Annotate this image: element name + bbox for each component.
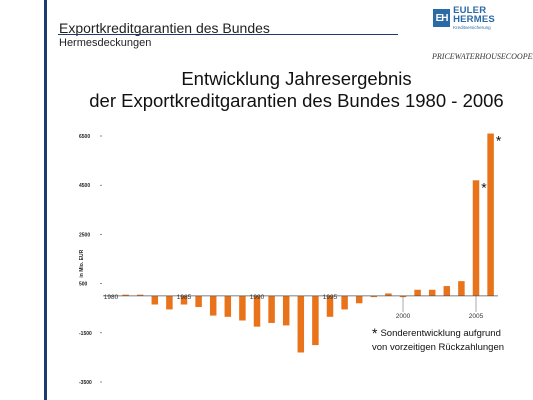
bar-1984 (166, 295, 173, 310)
bar-2005 (472, 180, 480, 296)
bar-2004 (458, 281, 465, 296)
pwc-logo: PRICEWATERHOUSECOOPERS (432, 50, 533, 62)
bar-1994 (312, 295, 319, 346)
bar-1991 (268, 295, 275, 323)
bar-1998 (370, 295, 378, 298)
slide-subtitle: Hermesdeckungen (59, 37, 152, 49)
euler-hermes-mark-icon: EH (433, 9, 451, 27)
title-underline (58, 34, 398, 35)
bar-1983 (151, 295, 159, 305)
y-axis: 6500 4500 2500 500 -1500 -3500 in Mio. EUR (79, 134, 102, 386)
x-tick-label: 1995 (323, 294, 338, 301)
bar-1989 (239, 295, 246, 321)
x-axis: 1980 1985 1990 1995 2000 2005 (103, 294, 498, 320)
bar-1987 (209, 295, 217, 316)
footnote-asterisk: * (372, 325, 378, 341)
pwc-logo-text: PRICEWATERHOUSECOOPERS (432, 51, 533, 61)
x-tick-label: 2000 (396, 313, 411, 320)
x-tick-label: 1985 (177, 294, 192, 301)
y-tick-label: -3500 (79, 380, 92, 386)
x-tick-label: 2005 (469, 313, 484, 320)
x-tick-label: 1990 (250, 294, 265, 301)
bar-1997 (355, 295, 363, 304)
bar-1986 (195, 295, 202, 307)
bar-1995 (326, 295, 334, 317)
annotation-asterisk-2006: * (496, 133, 502, 149)
footnote-line2: von vorzeitigen Rückzahlungen (372, 342, 505, 353)
bar-1992 (282, 295, 290, 326)
annotation-asterisk-2005: * (481, 179, 487, 195)
y-tick-label: 500 (79, 282, 88, 288)
bars (107, 133, 494, 353)
bar-1996 (341, 295, 348, 310)
bar-1990 (253, 295, 261, 327)
bar-1999 (385, 293, 392, 296)
bar-1982 (136, 294, 144, 296)
footnote-line1: Sonderentwicklung aufgrund (380, 328, 501, 339)
chart-title-line2: der Exportkreditgarantien des Bundes 198… (89, 90, 504, 111)
chart-title-line1: Entwicklung Jahresergebnis (181, 68, 412, 89)
footnote: * Sonderentwicklung aufgrund von vorzeiti… (372, 326, 504, 355)
bar-1985 (180, 295, 188, 305)
annotations: ** (481, 133, 502, 196)
y-tick-label: 4500 (79, 183, 90, 189)
bar-2002 (428, 289, 436, 296)
euler-hermes-logo: EH EULER HERMES Kreditversicherung (433, 4, 527, 30)
euler-hermes-sub: Kreditversicherung (453, 24, 491, 30)
y-axis-label: in Mio. EUR (79, 249, 85, 277)
slide-title: Exportkreditgarantien des Bundes (59, 20, 270, 36)
bar-1981 (122, 294, 129, 296)
x-tick-label: 1980 (104, 294, 119, 301)
left-accent-rule (44, 0, 47, 400)
y-tick-label: 6500 (79, 134, 90, 140)
euler-hermes-name: EULER HERMES (453, 4, 495, 26)
bar-2001 (414, 289, 421, 296)
bar-1988 (224, 295, 232, 317)
chart-title: Entwicklung Jahresergebnis der Exportkre… (60, 68, 533, 112)
bar-1993 (297, 295, 305, 353)
y-tick-label: 2500 (79, 232, 90, 238)
bar-2003 (443, 286, 451, 296)
y-tick-label: -1500 (79, 331, 92, 337)
bar-2006 (487, 133, 494, 296)
